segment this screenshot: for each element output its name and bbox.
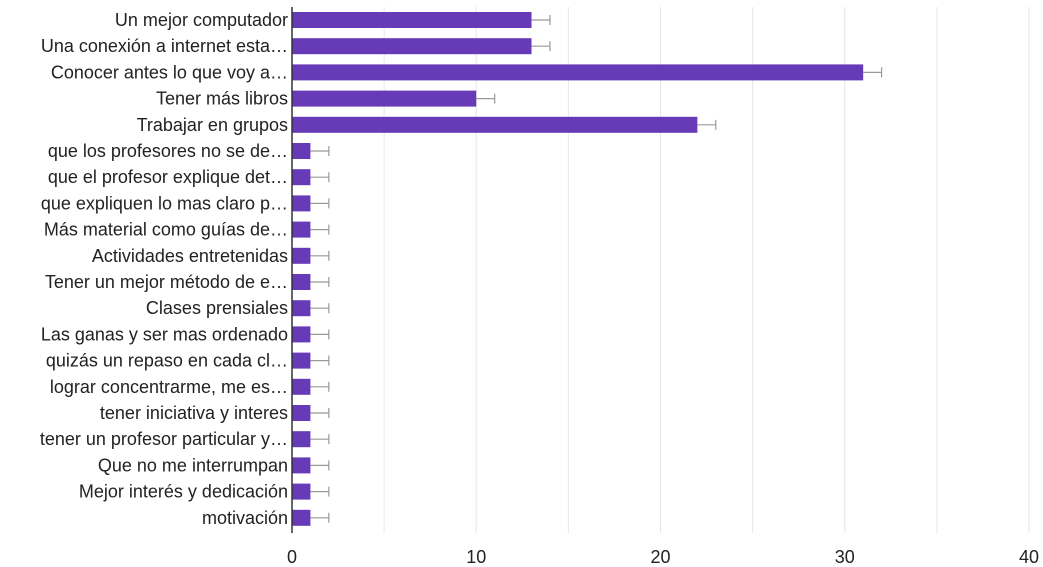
category-label-9: Más material como guías de… — [44, 220, 288, 240]
bar-7 — [292, 169, 311, 186]
bar-8 — [292, 195, 311, 212]
bar-10 — [292, 247, 311, 264]
category-label-7: que el profesor explique det… — [48, 167, 288, 187]
x-tick-label-0: 0 — [287, 547, 297, 567]
category-label-11: Tener un mejor método de e… — [45, 272, 288, 292]
bar-11 — [292, 274, 311, 290]
bar-2 — [292, 38, 532, 55]
category-label-17: tener un profesor particular y… — [40, 429, 288, 449]
category-label-16: tener iniciativa y interes — [100, 403, 288, 423]
bar-9 — [292, 221, 311, 238]
bar-19 — [292, 483, 311, 500]
category-label-6: que los profesores no se de… — [48, 141, 288, 161]
category-labels: Un mejor computador Una conexión a intern… — [40, 10, 288, 528]
bar-4 — [292, 90, 477, 107]
category-label-1: Un mejor computador — [115, 10, 288, 30]
category-label-5: Trabajar en grupos — [137, 115, 288, 135]
x-tick-label-20: 20 — [650, 547, 670, 567]
bar-5 — [292, 116, 698, 133]
category-label-3: Conocer antes lo que voy a… — [51, 62, 288, 82]
bar-3 — [292, 64, 864, 81]
bars — [292, 12, 864, 526]
error-whiskers — [310, 15, 883, 523]
bar-15 — [292, 378, 311, 395]
bar-20 — [292, 509, 311, 526]
bar-12 — [292, 300, 311, 317]
category-label-2: Una conexión a internet esta… — [41, 36, 288, 56]
bar-1 — [292, 12, 532, 28]
x-axis-ticks: 0 10 20 30 40 — [287, 547, 1039, 567]
category-label-12: Clases prensiales — [146, 298, 288, 318]
bar-14 — [292, 352, 311, 369]
category-label-15: lograr concentrarme, me es… — [50, 377, 288, 397]
bar-18 — [292, 457, 311, 474]
bar-16 — [292, 405, 311, 421]
category-label-19: Mejor interés y dedicación — [79, 482, 288, 502]
category-label-4: Tener más libros — [156, 89, 288, 109]
category-label-20: motivación — [202, 508, 288, 528]
x-tick-label-30: 30 — [835, 547, 855, 567]
category-label-13: Las ganas y ser mas ordenado — [41, 324, 288, 344]
x-tick-label-10: 10 — [466, 547, 486, 567]
bar-17 — [292, 431, 311, 448]
category-label-18: Que no me interrumpan — [98, 455, 288, 475]
category-label-10: Actividades entretenidas — [92, 246, 288, 266]
bar-13 — [292, 326, 311, 343]
gridlines — [383, 7, 1030, 533]
x-tick-label-40: 40 — [1019, 547, 1039, 567]
category-label-8: que expliquen lo mas claro p… — [41, 193, 288, 213]
bar-6 — [292, 143, 311, 159]
category-label-14: quizás un repaso en cada cl… — [46, 351, 288, 371]
